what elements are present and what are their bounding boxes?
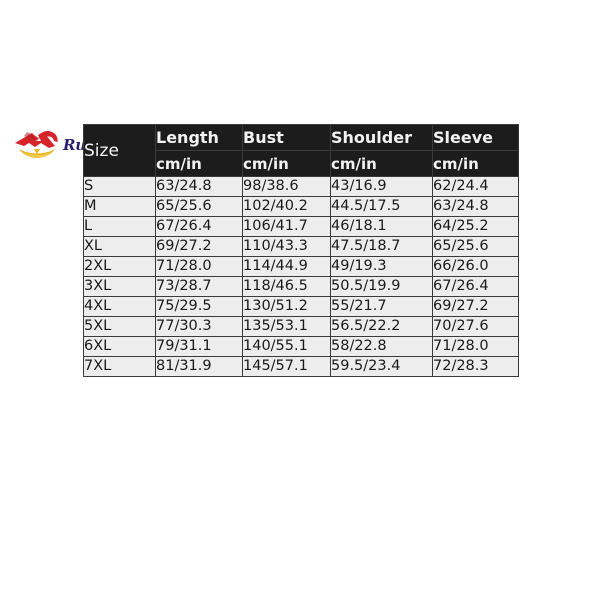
cell-bust: 140/55.1 [242,336,331,357]
cell-shoulder: 47.5/18.7 [330,236,433,257]
cell-size: XL [83,236,156,257]
cell-bust: 130/51.2 [242,296,331,317]
cell-size: M [83,196,156,217]
cell-sleeve: 65/25.6 [432,236,519,257]
table-row: 2XL 71/28.0 114/44.9 49/19.3 66/26.0 [83,256,519,277]
cell-size: S [83,176,156,197]
cell-sleeve: 63/24.8 [432,196,519,217]
cell-bust: 118/46.5 [242,276,331,297]
cell-bust: 110/43.3 [242,236,331,257]
size-chart-table-wrapper: Size Length Bust Shoulder Sleeve cm/in c… [83,124,519,377]
column-header-size: Size [83,124,156,177]
cell-sleeve: 66/26.0 [432,256,519,277]
unit-header-shoulder: cm/in [330,150,433,177]
table-body: S 63/24.8 98/38.6 43/16.9 62/24.4 M 65/25.6 102… [83,176,519,377]
cell-sleeve: 69/27.2 [432,296,519,317]
header-row-measure: Size Length Bust Shoulder Sleeve [83,124,519,177]
cell-sleeve: 62/24.4 [432,176,519,197]
cell-sleeve: 72/28.3 [432,356,519,377]
cell-shoulder: 58/22.8 [330,336,433,357]
brand-logo: Ru [12,124,117,166]
size-chart-table: Size Length Bust Shoulder Sleeve cm/in c… [83,124,519,377]
unit-header-bust: cm/in [242,150,331,177]
cell-length: 79/31.1 [155,336,243,357]
cell-bust: 114/44.9 [242,256,331,277]
table-row: 6XL 79/31.1 140/55.1 58/22.8 71/28.0 [83,336,519,357]
cell-bust: 135/53.1 [242,316,331,337]
cell-length: 77/30.3 [155,316,243,337]
cell-bust: 102/40.2 [242,196,331,217]
cell-shoulder: 56.5/22.2 [330,316,433,337]
cell-sleeve: 70/27.6 [432,316,519,337]
unit-header-length: cm/in [155,150,243,177]
cell-sleeve: 64/25.2 [432,216,519,237]
cell-size: 4XL [83,296,156,317]
cell-length: 75/29.5 [155,296,243,317]
cell-size: 5XL [83,316,156,337]
cell-sleeve: 67/26.4 [432,276,519,297]
cell-shoulder: 44.5/17.5 [330,196,433,217]
cell-shoulder: 46/18.1 [330,216,433,237]
brand-wordmark: Ru [63,136,86,154]
table-row: L 67/26.4 106/41.7 46/18.1 64/25.2 [83,216,519,237]
header-row-units: cm/in cm/in cm/in cm/in [84,150,519,177]
column-header-sleeve: Sleeve [432,124,519,151]
table-row: S 63/24.8 98/38.6 43/16.9 62/24.4 [83,176,519,197]
unit-header-sleeve: cm/in [432,150,519,177]
cell-shoulder: 59.5/23.4 [330,356,433,377]
cell-size: 2XL [83,256,156,277]
cell-shoulder: 43/16.9 [330,176,433,197]
cell-length: 69/27.2 [155,236,243,257]
table-row: 5XL 77/30.3 135/53.1 56.5/22.2 70/27.6 [83,316,519,337]
cell-bust: 98/38.6 [242,176,331,197]
cell-bust: 106/41.7 [242,216,331,237]
cell-length: 65/25.6 [155,196,243,217]
cell-size: L [83,216,156,237]
cell-length: 71/28.0 [155,256,243,277]
table-row: M 65/25.6 102/40.2 44.5/17.5 63/24.8 [83,196,519,217]
cell-bust: 145/57.1 [242,356,331,377]
table-row: 7XL 81/31.9 145/57.1 59.5/23.4 72/28.3 [83,356,519,377]
cell-size: 6XL [83,336,156,357]
cell-shoulder: 49/19.3 [330,256,433,277]
column-header-bust: Bust [242,124,331,151]
cell-length: 63/24.8 [155,176,243,197]
cell-shoulder: 55/21.7 [330,296,433,317]
cell-length: 73/28.7 [155,276,243,297]
cell-shoulder: 50.5/19.9 [330,276,433,297]
cell-sleeve: 71/28.0 [432,336,519,357]
table-row: XL 69/27.2 110/43.3 47.5/18.7 65/25.6 [83,236,519,257]
table-row: 3XL 73/28.7 118/46.5 50.5/19.9 67/26.4 [83,276,519,297]
cell-length: 81/31.9 [155,356,243,377]
table-row: 4XL 75/29.5 130/51.2 55/21.7 69/27.2 [83,296,519,317]
column-header-shoulder: Shoulder [330,124,433,151]
table-header: Size Length Bust Shoulder Sleeve cm/in c… [83,124,519,177]
column-header-length: Length [155,124,243,151]
cell-length: 67/26.4 [155,216,243,237]
cell-size: 3XL [83,276,156,297]
cell-size: 7XL [83,356,156,377]
eagle-wing-logo-icon [15,130,58,158]
